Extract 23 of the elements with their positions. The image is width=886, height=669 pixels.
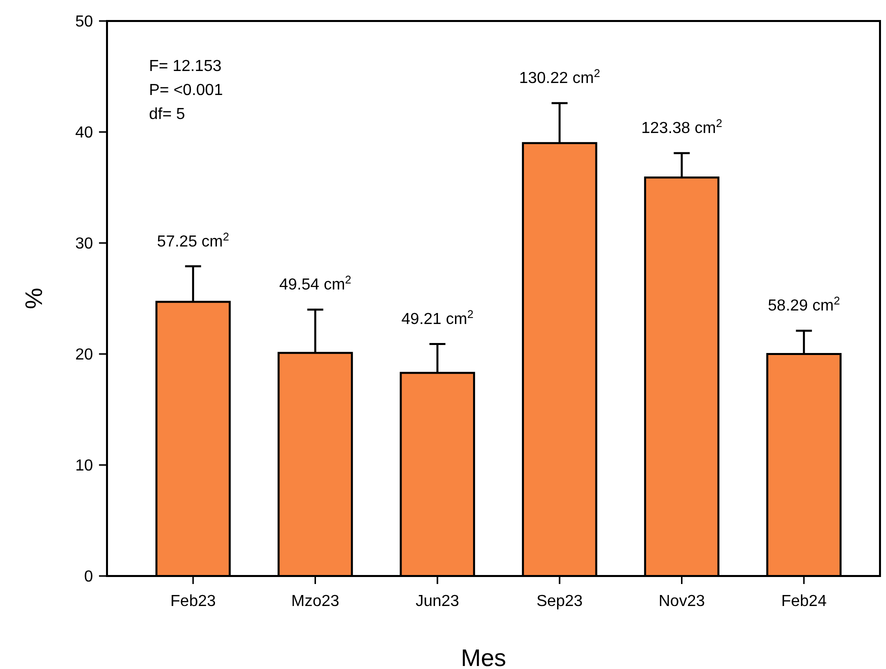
annotation: 49.54 cm$^{2}$ bbox=[279, 274, 352, 294]
annotation: P= <0.001 bbox=[149, 82, 223, 99]
y-tick-label: 10 bbox=[75, 458, 94, 475]
annotation: 49.21 cm$^{2}$ bbox=[401, 309, 474, 328]
x-axis-title: Mes bbox=[460, 645, 506, 669]
x-tick-label: Sep23 bbox=[536, 593, 583, 610]
x-tick-label: Feb23 bbox=[170, 593, 216, 610]
annotation: 123.38 cm$^{2}$ bbox=[641, 118, 722, 138]
x-tick-label: Nov23 bbox=[658, 593, 705, 610]
annotation: F= 12.153 bbox=[149, 58, 222, 75]
annotation: df= 5 bbox=[149, 106, 186, 123]
y-axis-title: % bbox=[21, 288, 48, 310]
x-tick-label: Mzo23 bbox=[291, 593, 340, 610]
y-tick-label: 30 bbox=[75, 236, 94, 253]
annotation: 58.29 cm$^{2}$ bbox=[768, 296, 840, 315]
y-tick-label: 20 bbox=[75, 346, 94, 364]
y-tick-label: 50 bbox=[75, 14, 94, 31]
x-tick-label: Jun23 bbox=[416, 593, 460, 610]
y-tick-label: 0 bbox=[84, 568, 94, 586]
y-tick-label: 40 bbox=[75, 124, 94, 142]
annotation: 130.22 cm$^{2}$ bbox=[519, 68, 600, 88]
x-tick-label: Feb24 bbox=[781, 593, 827, 610]
annotation: 57.25 cm$^{2}$ bbox=[157, 231, 230, 250]
